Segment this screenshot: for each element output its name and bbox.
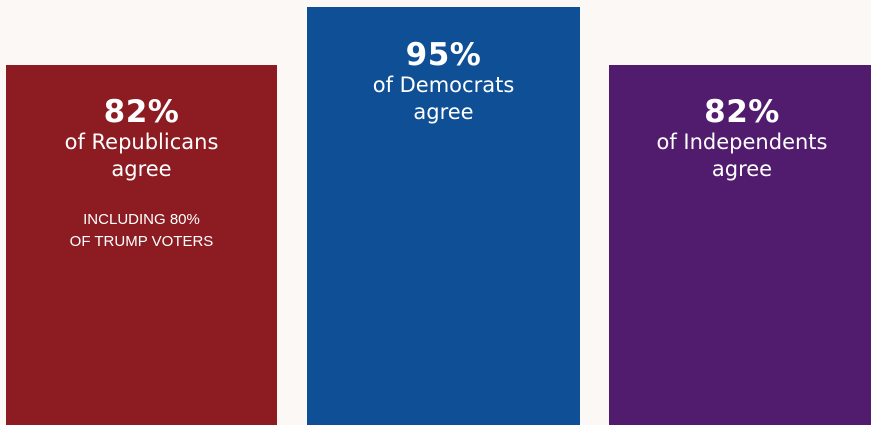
- bar-democrats: 95% of Democrats agree: [307, 7, 580, 425]
- bar-republicans-label-line1: of Republicans: [64, 130, 219, 154]
- bar-democrats-label-line2: agree: [413, 100, 474, 124]
- bar-republicans-label-line2: agree: [111, 157, 172, 181]
- bar-republicans: 82% of Republicans agree INCLUDING 80% O…: [6, 65, 277, 425]
- bar-democrats-percent-label: 95%: [405, 37, 482, 73]
- bar-independents-label-line2: agree: [711, 157, 773, 181]
- bar-independents-label-line1: of Independents: [656, 130, 828, 154]
- bar-republicans-note: INCLUDING 80% OF TRUMP VOTERS: [6, 209, 277, 253]
- bar-independents-percent-label: 82%: [704, 94, 780, 130]
- bar-republicans-note-line2: OF TRUMP VOTERS: [69, 233, 214, 250]
- bar-republicans-percent-label: 82%: [103, 94, 180, 130]
- bar-republicans-note-line1: INCLUDING 80%: [83, 211, 200, 228]
- bar-independents: 82% of Independents agree: [609, 65, 871, 425]
- bar-democrats-label-line1: of Democrats: [372, 73, 515, 97]
